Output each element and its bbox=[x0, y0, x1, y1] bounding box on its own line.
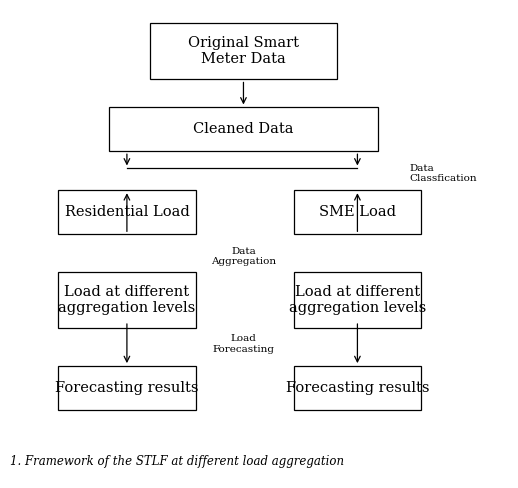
FancyBboxPatch shape bbox=[294, 272, 421, 328]
Text: Cleaned Data: Cleaned Data bbox=[193, 122, 294, 136]
FancyBboxPatch shape bbox=[294, 366, 421, 410]
Text: Load at different
aggregation levels: Load at different aggregation levels bbox=[289, 285, 426, 315]
FancyBboxPatch shape bbox=[109, 107, 378, 151]
Text: 1. Framework of the STLF at different load aggregation: 1. Framework of the STLF at different lo… bbox=[10, 455, 344, 468]
Text: Data
Aggregation: Data Aggregation bbox=[211, 246, 276, 266]
FancyBboxPatch shape bbox=[58, 272, 196, 328]
Text: Data
Classfication: Data Classfication bbox=[409, 163, 477, 183]
Text: Residential Load: Residential Load bbox=[65, 205, 189, 219]
Text: Forecasting results: Forecasting results bbox=[55, 381, 199, 395]
FancyBboxPatch shape bbox=[58, 190, 196, 234]
FancyBboxPatch shape bbox=[58, 366, 196, 410]
Text: Load at different
aggregation levels: Load at different aggregation levels bbox=[59, 285, 195, 315]
Text: Load
Forecasting: Load Forecasting bbox=[212, 334, 275, 354]
Text: SME Load: SME Load bbox=[319, 205, 396, 219]
Text: Forecasting results: Forecasting results bbox=[285, 381, 429, 395]
FancyBboxPatch shape bbox=[294, 190, 421, 234]
Text: Original Smart
Meter Data: Original Smart Meter Data bbox=[188, 36, 299, 66]
FancyBboxPatch shape bbox=[150, 23, 337, 79]
